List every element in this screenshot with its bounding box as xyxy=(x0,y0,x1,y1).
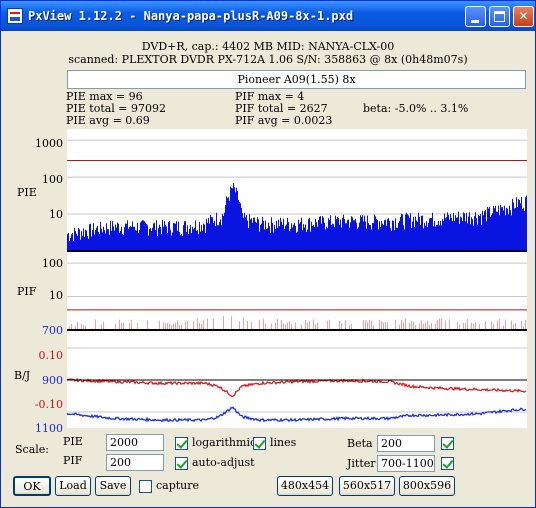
beta-scale-input[interactable]: 200 xyxy=(377,435,435,452)
minimize-icon xyxy=(471,20,479,23)
pif-max: PIF max = 4 xyxy=(235,90,305,103)
plot-grid xyxy=(67,139,527,413)
close-button[interactable]: ✕ xyxy=(513,6,534,27)
auto-adjust-label: auto-adjust xyxy=(192,456,255,469)
pie-max: PIE max = 96 xyxy=(66,90,143,103)
pie-scale-label: PIE xyxy=(63,435,83,448)
jitter-series-line xyxy=(66,406,527,423)
pie-tick-1000: 1000 xyxy=(35,137,63,150)
jitter-checkbox[interactable] xyxy=(441,457,454,470)
test-description-field[interactable]: Pioneer A09(1.55) 8x xyxy=(67,70,526,89)
logarithmic-label: logarithmic xyxy=(192,436,257,449)
lines-label: lines xyxy=(270,436,297,449)
scale-label: Scale: xyxy=(15,443,49,456)
maximize-button[interactable] xyxy=(489,6,510,27)
size-560x517-button[interactable]: 560x517 xyxy=(339,476,395,496)
lines-checkbox[interactable] xyxy=(253,437,266,450)
pie-tick-10: 10 xyxy=(49,208,63,221)
size-800x596-button[interactable]: 800x596 xyxy=(399,476,455,496)
disc-info: DVD+R, cap.: 4402 MB MID: NANYA-CLX-00 xyxy=(141,40,395,53)
pif-tick-10: 10 xyxy=(49,289,63,302)
jitter-scale-input[interactable]: 700-1100 xyxy=(377,455,435,472)
pif-avg: PIF avg = 0.0023 xyxy=(235,114,333,127)
pie-total: PIE total = 97092 xyxy=(66,102,167,115)
beta-tick-neg: -0.10 xyxy=(35,398,63,411)
close-icon: ✕ xyxy=(518,9,529,23)
pif-total: PIF total = 2627 xyxy=(235,102,328,115)
pif-tick-100: 100 xyxy=(42,257,63,270)
pif-axis-label: PIF xyxy=(17,285,37,298)
title-bar[interactable]: PxView 1.12.2 - Nanya-papa-plusR-A09-8x-… xyxy=(1,1,535,31)
capture-label: capture xyxy=(156,479,200,492)
bj-axis-label: B/J xyxy=(14,369,30,382)
beta-tick-pos: 0.10 xyxy=(39,349,64,362)
capture-checkbox[interactable] xyxy=(139,480,152,493)
scan-info: scanned: PLEXTOR DVDR PX-712A 1.06 S/N: … xyxy=(68,53,468,66)
beta-checkbox[interactable] xyxy=(441,437,454,450)
jitter-tick-900: 900 xyxy=(42,374,63,387)
pie-tick-100: 100 xyxy=(42,173,63,186)
maximize-icon xyxy=(494,11,505,22)
jitter-tick-700: 700 xyxy=(42,324,63,337)
pif-scale-label: PIF xyxy=(63,454,83,467)
size-480x454-button[interactable]: 480x454 xyxy=(277,476,333,496)
window-title: PxView 1.12.2 - Nanya-papa-plusR-A09-8x-… xyxy=(28,9,354,23)
logarithmic-checkbox[interactable] xyxy=(175,437,188,450)
plot-background xyxy=(67,129,527,428)
auto-adjust-checkbox[interactable] xyxy=(175,457,188,470)
pif-scale-input[interactable]: 200 xyxy=(106,454,164,471)
beta-scale-label: Beta xyxy=(347,437,373,450)
beta-jitter-chart xyxy=(66,377,527,423)
beta-series-line xyxy=(66,377,527,398)
load-button[interactable]: Load xyxy=(55,476,91,496)
jitter-tick-1100: 1100 xyxy=(35,422,63,435)
app-icon xyxy=(7,8,23,24)
jitter-scale-label: Jitter xyxy=(347,457,376,470)
beta-range: beta: -5.0% .. 3.1% xyxy=(363,102,469,115)
pif-chart xyxy=(67,309,527,330)
pie-chart xyxy=(67,160,527,251)
pie-axis-label: PIE xyxy=(17,186,37,199)
pie-scale-input[interactable]: 2000 xyxy=(106,434,164,451)
pie-bars xyxy=(67,182,527,251)
pif-bars xyxy=(69,316,526,330)
save-button[interactable]: Save xyxy=(95,476,131,496)
pie-avg: PIE avg = 0.69 xyxy=(66,114,150,127)
minimize-button[interactable] xyxy=(465,6,486,27)
ok-button[interactable]: OK xyxy=(13,476,51,496)
